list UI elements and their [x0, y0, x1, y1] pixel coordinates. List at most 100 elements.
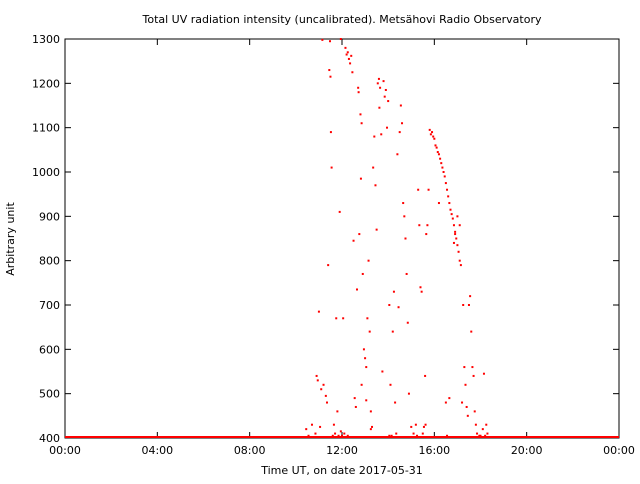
data-point [366, 317, 369, 320]
x-tick-label: 12:00 [326, 444, 358, 457]
data-point [412, 432, 415, 435]
x-tick-label: 00:00 [603, 444, 635, 457]
data-point [419, 286, 422, 289]
x-tick-label: 08:00 [234, 444, 266, 457]
data-point [428, 128, 431, 131]
data-point [343, 432, 346, 435]
plot-frame [64, 38, 620, 439]
data-point [314, 432, 317, 435]
data-point [463, 366, 466, 369]
data-point [329, 131, 332, 134]
data-point [328, 69, 331, 72]
data-point [451, 217, 454, 220]
data-point [371, 425, 374, 428]
data-point [417, 188, 420, 191]
data-point [367, 259, 370, 262]
data-point [344, 46, 347, 49]
data-point [464, 383, 467, 386]
data-point [369, 428, 372, 431]
data-point [422, 425, 425, 428]
chart-title: Total UV radiation intensity (uncalibrat… [142, 13, 542, 26]
data-point [424, 374, 427, 377]
data-point [416, 434, 419, 437]
data-point [378, 106, 381, 109]
x-axis: 00:00 04:00 08:00 12:00 16:00 20:00 00:00 [49, 39, 635, 457]
data-point [334, 432, 337, 435]
data-point [431, 131, 434, 134]
y-tick-label: 500 [39, 388, 60, 401]
data-point [350, 54, 353, 57]
data-point [317, 310, 320, 313]
data-point [425, 233, 428, 236]
data-point [379, 86, 382, 89]
data-point [414, 423, 417, 426]
data-point [469, 295, 472, 298]
data-point [426, 224, 429, 227]
data-point [424, 423, 427, 426]
data-point [404, 237, 407, 240]
data-point [388, 304, 391, 306]
series-uv [65, 38, 619, 438]
data-point [461, 401, 464, 404]
data-point [398, 131, 401, 134]
y-tick-label: 800 [39, 255, 60, 268]
data-point [418, 224, 421, 227]
data-point [335, 317, 338, 320]
data-point [360, 122, 363, 125]
data-point [410, 425, 413, 428]
data-point [458, 224, 461, 227]
data-point [307, 434, 310, 437]
data-point [403, 215, 406, 218]
data-point [454, 233, 457, 236]
data-point [443, 175, 446, 178]
data-point [429, 133, 432, 136]
data-point [346, 434, 349, 437]
data-point [454, 230, 457, 233]
data-point [338, 210, 341, 213]
data-point [456, 244, 459, 247]
data-point [339, 430, 342, 433]
data-point [427, 188, 430, 191]
data-point [368, 330, 371, 333]
data-point [399, 104, 402, 107]
data-point [305, 428, 308, 431]
data-point [390, 434, 393, 437]
y-tick-label: 1300 [32, 33, 60, 46]
data-point [391, 330, 394, 333]
data-point [476, 432, 479, 435]
data-point [448, 202, 451, 205]
data-point [327, 264, 330, 267]
data-point [375, 228, 378, 231]
data-point [354, 405, 357, 408]
data-point [349, 62, 352, 65]
data-point [369, 410, 372, 413]
data-point [316, 379, 319, 382]
data-point [341, 434, 343, 437]
data-point [405, 272, 408, 275]
data-point [472, 374, 475, 377]
data-point [388, 434, 391, 437]
data-point [471, 366, 474, 369]
data-point [360, 383, 363, 386]
data-point [435, 146, 438, 149]
data-point [437, 202, 440, 205]
data-point [397, 306, 400, 309]
data-point [372, 166, 375, 169]
x-tick-label: 20:00 [511, 444, 543, 457]
data-point [446, 188, 449, 191]
data-point [395, 432, 398, 435]
y-axis-label: Arbitrary unit [4, 202, 17, 276]
data-point [396, 153, 399, 156]
data-point [440, 162, 443, 165]
data-point [365, 366, 368, 369]
data-point [485, 423, 488, 426]
data-point [330, 166, 333, 169]
data-point [439, 157, 442, 160]
data-point [310, 423, 313, 426]
data-point [321, 38, 324, 41]
data-point [444, 182, 447, 185]
data-point [484, 434, 487, 437]
data-point [459, 264, 462, 267]
y-axis: 400 500 600 700 800 900 1000 1100 1200 1300 [32, 33, 619, 445]
data-point [322, 383, 325, 386]
